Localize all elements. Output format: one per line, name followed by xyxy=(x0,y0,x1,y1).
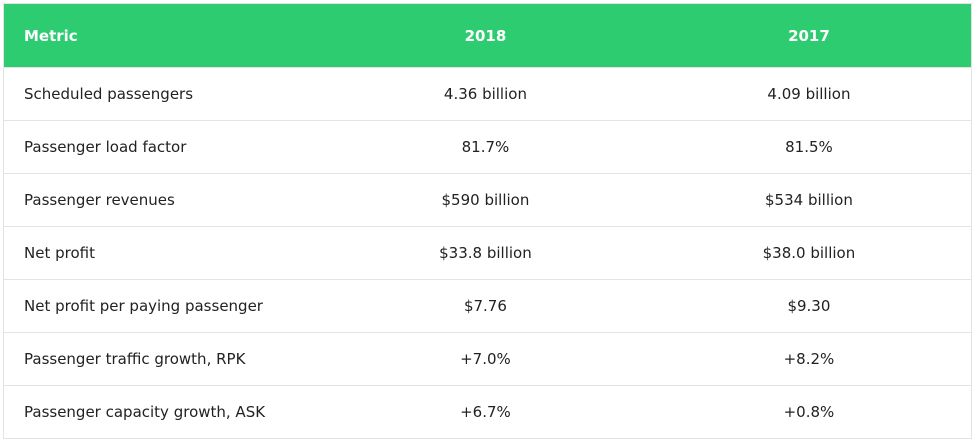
table-cell: Passenger revenues xyxy=(3,173,324,227)
table-cell: Passenger traffic growth, RPK xyxy=(3,332,324,386)
table-row: Passenger traffic growth, RPK +7.0% +8.2% xyxy=(3,332,972,386)
table-cell: 4.36 billion xyxy=(324,67,647,121)
table-row: Net profit $33.8 billion $38.0 billion xyxy=(3,226,972,280)
table-row: Passenger revenues $590 billion $534 billi… xyxy=(3,173,972,227)
table-row: Passenger capacity growth, ASK +6.7% +0.8% xyxy=(3,385,972,439)
table-cell: 81.7% xyxy=(324,120,647,174)
table-cell: Passenger load factor xyxy=(3,120,324,174)
table-cell: $7.76 xyxy=(324,279,647,333)
table-cell: $9.30 xyxy=(646,279,972,333)
table-row: Net profit per paying passenger $7.76 $9.3… xyxy=(3,279,972,333)
table-cell: $33.8 billion xyxy=(324,226,647,280)
table-cell: +0.8% xyxy=(646,385,972,439)
header-row: Metric 2018 2017 xyxy=(3,3,972,68)
table-cell: +7.0% xyxy=(324,332,647,386)
header-cell: 2017 xyxy=(646,3,972,68)
data-table: Metric 2018 2017 Scheduled passengers 4.36 … xyxy=(3,3,972,439)
table-cell: $38.0 billion xyxy=(646,226,972,280)
table-cell: 81.5% xyxy=(646,120,972,174)
table-cell: +6.7% xyxy=(324,385,647,439)
table-row: Passenger load factor 81.7% 81.5% xyxy=(3,120,972,174)
table-cell: Passenger capacity growth, ASK xyxy=(3,385,324,439)
table-cell: Net profit xyxy=(3,226,324,280)
table-cell: $590 billion xyxy=(324,173,647,227)
table-cell: +8.2% xyxy=(646,332,972,386)
table-cell: 4.09 billion xyxy=(646,67,972,121)
header-cell: 2018 xyxy=(324,3,647,68)
table-row: Scheduled passengers 4.36 billion 4.09 bil… xyxy=(3,67,972,121)
table-cell: Net profit per paying passenger xyxy=(3,279,324,333)
header-cell: Metric xyxy=(3,3,324,68)
table-cell: $534 billion xyxy=(646,173,972,227)
table-body: Scheduled passengers 4.36 billion 4.09 bil… xyxy=(3,67,972,439)
table-cell: Scheduled passengers xyxy=(3,67,324,121)
